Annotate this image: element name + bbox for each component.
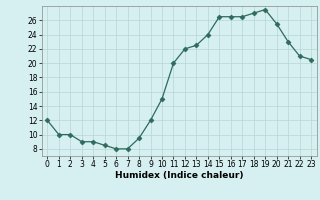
X-axis label: Humidex (Indice chaleur): Humidex (Indice chaleur)	[115, 171, 244, 180]
